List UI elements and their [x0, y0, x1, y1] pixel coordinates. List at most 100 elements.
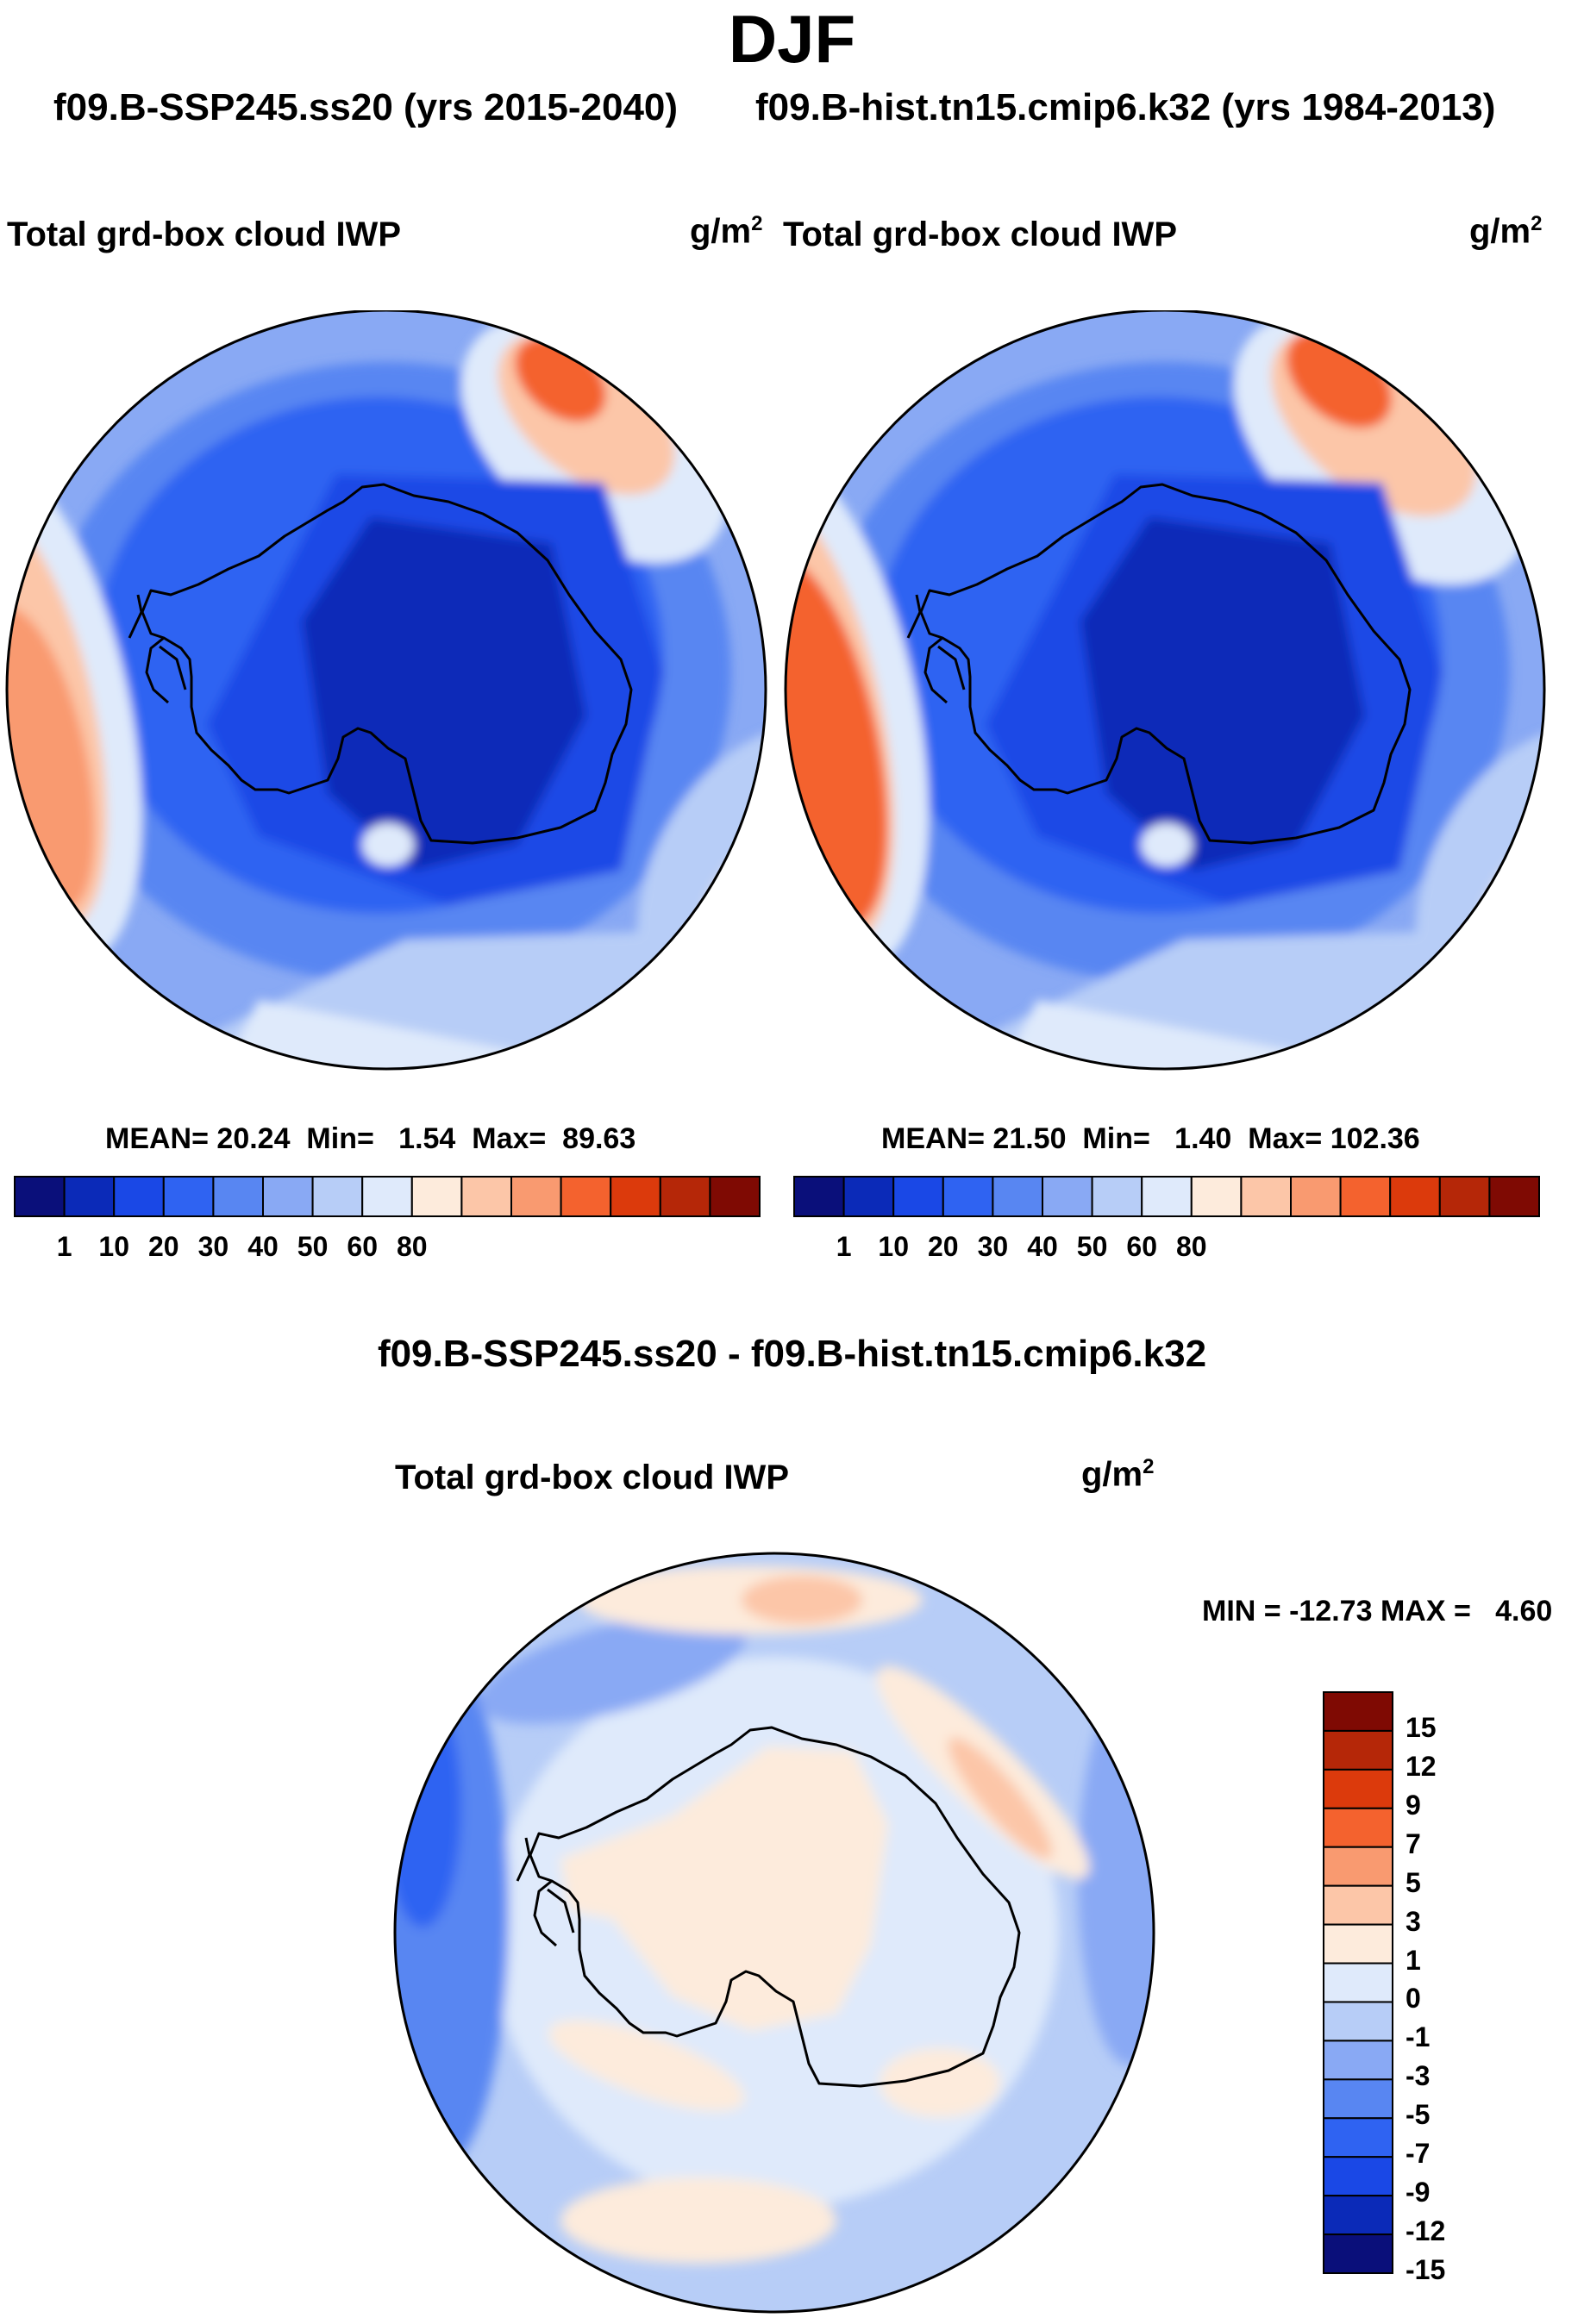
diff-colorbar-tick-label: 5	[1406, 1866, 1421, 1898]
diff-colorbar-swatch	[1323, 1884, 1393, 1926]
panel1-unit: g/m2	[690, 212, 763, 251]
panel2-colorbar-labels: 1 10 20 30 40 50 60 80	[793, 1231, 1540, 1265]
diff-panel-variable: Total grd-box cloud IWP	[395, 1459, 789, 1496]
panel2-variable: Total grd-box cloud IWP	[783, 216, 1177, 253]
panel1-colorbar-swatch	[14, 1176, 66, 1217]
diff-field	[395, 1553, 1154, 2312]
panel2-colorbar	[793, 1176, 1540, 1217]
diff-panel-unit: g/m2	[1081, 1455, 1155, 1494]
panel1-variable: Total grd-box cloud IWP	[7, 216, 401, 253]
diff-colorbar-swatch	[1323, 1846, 1393, 1887]
panel2-map-border	[784, 310, 1546, 1071]
diff-colorbar-swatch	[1323, 1923, 1393, 1965]
diff-colorbar-tick-label: -5	[1406, 2099, 1431, 2131]
diff-colorbar-tick-label: 3	[1406, 1905, 1421, 1937]
panel2-colorbar-tick-label: 80	[1176, 1231, 1207, 1262]
panel1-colorbar-labels: 1 10 20 30 40 50 60 80	[14, 1231, 761, 1265]
panel1-colorbar-tick-label: 1	[56, 1231, 72, 1262]
diff-colorbar-swatch	[1323, 2001, 1393, 2042]
panel1-colorbar-swatch	[510, 1176, 562, 1217]
panel2-colorbar-swatch	[1042, 1176, 1093, 1217]
panel1-colorbar-tick-label: 20	[148, 1231, 179, 1262]
diff-map-border	[393, 1552, 1155, 2314]
diff-colorbar-swatch	[1323, 2117, 1393, 2158]
panel1-colorbar-swatch	[410, 1176, 463, 1217]
difference-title: f09.B-SSP245.ss20 - f09.B-hist.tn15.cmip…	[377, 1333, 1207, 1375]
panel2-unit: g/m2	[1469, 212, 1543, 251]
diff-colorbar-tick-label: -7	[1406, 2138, 1431, 2170]
panel2-colorbar-swatch	[992, 1176, 1043, 1217]
diff-colorbar-tick-label: 1	[1406, 1944, 1421, 1976]
panel2-colorbar-tick-label: 1	[836, 1231, 852, 1262]
panel1-stats: MEAN= 20.24 Min= 1.54 Max= 89.63	[105, 1122, 636, 1155]
diff-colorbar-labels: 15 12 9 7 5 3 1 0 -1 -3 -5 -7 -9 -12 -15	[1406, 1691, 1509, 2285]
panel1-colorbar-tick-label: 40	[247, 1231, 279, 1262]
panel1-colorbar-swatch	[113, 1176, 165, 1217]
panel1-colorbar-swatch	[162, 1176, 215, 1217]
diff-colorbar-tick-label: -1	[1406, 2021, 1431, 2053]
panel2-colorbar-tick-label: 30	[977, 1231, 1009, 1262]
diff-colorbar-tick-label: -9	[1406, 2177, 1431, 2208]
panel1-colorbar	[14, 1176, 761, 1217]
diff-colorbar-swatch	[1323, 1729, 1393, 1771]
panel1-colorbar-swatch	[311, 1176, 364, 1217]
panel2-colorbar-swatch	[1141, 1176, 1193, 1217]
panel2-colorbar-swatch	[1190, 1176, 1243, 1217]
panel1-colorbar-swatch	[212, 1176, 264, 1217]
diff-colorbar-tick-label: -3	[1406, 2060, 1431, 2092]
diff-colorbar-tick-label: 0	[1406, 1983, 1421, 2015]
panel1-colorbar-swatch	[262, 1176, 314, 1217]
panel1-colorbar-tick-label: 50	[297, 1231, 329, 1262]
diff-polar-map	[393, 1552, 1155, 2314]
panel1-colorbar-swatch	[63, 1176, 116, 1217]
panel1-colorbar-tick-label: 60	[347, 1231, 378, 1262]
panel2-colorbar-tick-label: 40	[1027, 1231, 1058, 1262]
panel2-colorbar-swatch	[1389, 1176, 1441, 1217]
panel1-map-border	[5, 310, 767, 1071]
panel1-polar-map	[5, 310, 767, 1071]
panel2-colorbar-tick-label: 50	[1076, 1231, 1108, 1262]
diff-colorbar	[1323, 1691, 1393, 2274]
diff-colorbar-swatch	[1323, 1691, 1393, 1732]
panel2-colorbar-swatch	[1240, 1176, 1293, 1217]
panel1-colorbar-swatch	[659, 1176, 711, 1217]
panel2-coastline	[906, 483, 1412, 845]
panel2-colorbar-swatch	[942, 1176, 994, 1217]
right-run-label: f09.B-hist.tn15.cmip6.k32 (yrs 1984-2013…	[755, 86, 1496, 128]
panel2-colorbar-swatch	[1339, 1176, 1392, 1217]
season-title: DJF	[728, 1, 856, 77]
panel1-colorbar-swatch	[709, 1176, 761, 1217]
diff-colorbar-tick-label: 12	[1406, 1750, 1437, 1782]
diff-colorbar-tick-label: -15	[1406, 2254, 1446, 2285]
panel2-colorbar-swatch	[1438, 1176, 1491, 1217]
panel1-colorbar-tick-label: 10	[98, 1231, 129, 1262]
panel2-colorbar-swatch	[1488, 1176, 1540, 1217]
panel1-colorbar-swatch	[361, 1176, 413, 1217]
panel1-colorbar-swatch	[560, 1176, 612, 1217]
panel2-colorbar-swatch	[892, 1176, 944, 1217]
panel2-polar-map	[784, 310, 1546, 1071]
diff-colorbar-swatch	[1323, 1962, 1393, 2003]
panel2-colorbar-swatch	[1290, 1176, 1342, 1217]
diff-colorbar-swatch	[1323, 2233, 1393, 2274]
panel2-stats: MEAN= 21.50 Min= 1.40 Max= 102.36	[881, 1122, 1420, 1155]
panel2-colorbar-swatch	[842, 1176, 895, 1217]
diff-colorbar-swatch	[1323, 2078, 1393, 2120]
diff-colorbar-swatch	[1323, 2040, 1393, 2081]
panel1-colorbar-swatch	[460, 1176, 513, 1217]
panel1-colorbar-tick-label: 30	[197, 1231, 229, 1262]
panel2-colorbar-tick-label: 20	[928, 1231, 959, 1262]
panel2-colorbar-tick-label: 60	[1126, 1231, 1157, 1262]
diff-colorbar-swatch	[1323, 2195, 1393, 2236]
diff-colorbar-tick-label: -12	[1406, 2215, 1446, 2247]
panel1-colorbar-tick-label: 80	[397, 1231, 428, 1262]
diff-panel-stats: MIN = -12.73 MAX = 4.60	[1202, 1595, 1553, 1627]
diff-colorbar-tick-label: 9	[1406, 1789, 1421, 1821]
diff-colorbar-swatch	[1323, 1768, 1393, 1809]
diff-colorbar-swatch	[1323, 1807, 1393, 1848]
diff-colorbar-swatch	[1323, 2156, 1393, 2197]
panel2-colorbar-swatch	[1091, 1176, 1143, 1217]
panel2-colorbar-tick-label: 10	[878, 1231, 909, 1262]
diff-coastline	[516, 1726, 1021, 2088]
panel1-coastline	[128, 483, 633, 845]
